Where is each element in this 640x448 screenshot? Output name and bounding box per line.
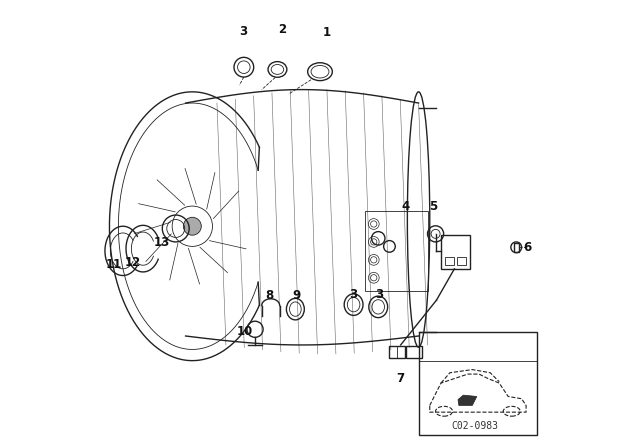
- Bar: [419, 332, 538, 435]
- Text: 10: 10: [237, 325, 253, 338]
- Bar: [457, 257, 466, 265]
- Bar: [365, 211, 428, 291]
- Bar: [441, 235, 470, 269]
- Text: C02-0983: C02-0983: [451, 421, 498, 431]
- Bar: [445, 257, 454, 265]
- Text: 2: 2: [278, 22, 286, 36]
- Text: 7: 7: [397, 372, 404, 385]
- Text: 12: 12: [125, 255, 141, 269]
- Text: 1: 1: [323, 26, 331, 39]
- Circle shape: [183, 217, 201, 235]
- Text: 6: 6: [524, 241, 532, 254]
- Text: 11: 11: [106, 258, 122, 271]
- Bar: [406, 346, 422, 358]
- Bar: [513, 243, 519, 252]
- Text: 3: 3: [349, 288, 358, 301]
- Text: 9: 9: [292, 289, 300, 302]
- Text: 3: 3: [239, 25, 247, 38]
- Polygon shape: [458, 395, 477, 405]
- Bar: [389, 346, 405, 358]
- Text: 13: 13: [154, 236, 170, 250]
- Text: 3: 3: [375, 288, 383, 301]
- Text: 8: 8: [266, 289, 274, 302]
- Text: 5: 5: [429, 200, 437, 214]
- Text: 4: 4: [401, 200, 409, 214]
